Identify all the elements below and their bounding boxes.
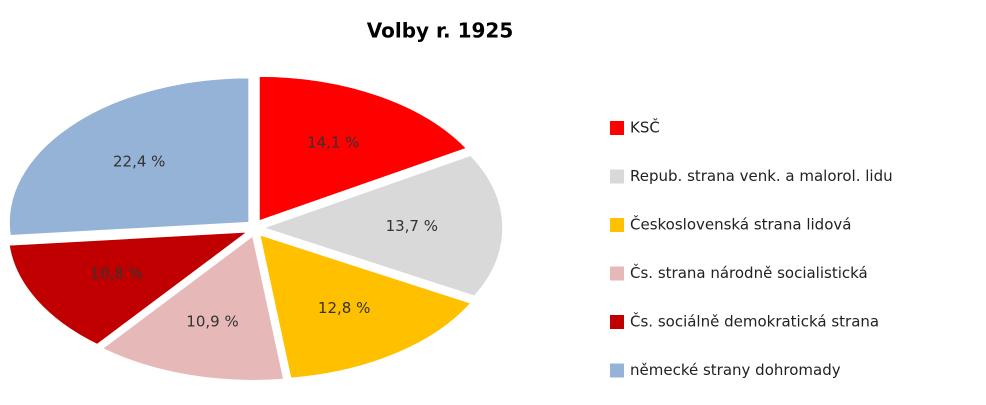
pie-slice (258, 233, 473, 380)
pie-slice (8, 76, 250, 237)
chart-title: Volby r. 1925 (367, 19, 514, 43)
legend-label: Repub. strana venk. a malorol. lidu (630, 167, 893, 185)
value-label: 13,7 % (386, 217, 438, 235)
legend-swatch (610, 266, 624, 281)
legend-swatch (610, 315, 624, 329)
legend-swatch (610, 121, 624, 135)
pie-slice (258, 75, 469, 223)
legend-label: KSČ (630, 118, 660, 137)
legend-label: Československá strana lidová (630, 215, 851, 234)
value-label: 22,4 % (113, 152, 165, 170)
legend-label: Čs. sociálně demokratická strana (630, 312, 879, 331)
legend-swatch (610, 169, 624, 184)
legend-swatch (610, 218, 624, 232)
pie-slice (260, 154, 504, 298)
value-label: 10,9 % (186, 313, 238, 331)
legend-label: Čs. strana národně socialistická (630, 263, 868, 282)
value-label: 10,8 % (91, 265, 143, 283)
value-label: 14,1 % (307, 134, 359, 152)
pie-slice (8, 230, 251, 346)
legend-label: německé strany dohromady (630, 361, 841, 379)
legend-swatch (610, 363, 624, 378)
value-label: 12,8 % (318, 299, 370, 317)
pie-slice (100, 234, 285, 382)
